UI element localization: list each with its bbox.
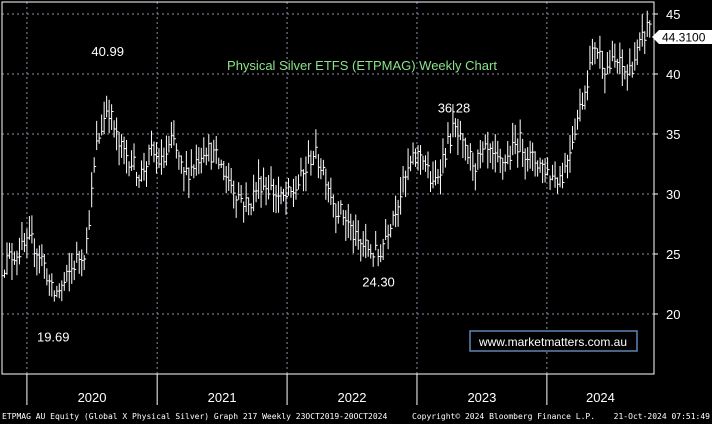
last-value-label: 44.3100 (662, 31, 706, 45)
watermark-box[interactable]: www.marketmatters.com.au (469, 330, 638, 352)
footer-bar: ETPMAG AU Equity (Global X Physical Silv… (2, 412, 710, 421)
last-value-flag: 44.3100 (652, 30, 712, 45)
watermark-border (469, 330, 638, 352)
y-tick-label: 20 (666, 307, 680, 322)
footer-timestamp: 21-Oct-2024 07:51:49 (614, 412, 711, 421)
y-axis-tick-labels: 20 25 30 35 40 45 (654, 7, 680, 322)
y-tick-label: 45 (666, 7, 680, 22)
footer-left-text: ETPMAG AU Equity (Global X Physical Silv… (2, 412, 387, 421)
x-tick-label: 2020 (78, 390, 107, 405)
x-tick-label: 2024 (586, 390, 615, 405)
annotation-label: 36.28 (438, 101, 471, 116)
chart-title: Physical Silver ETFS (ETPMAG) Weekly Cha… (227, 58, 497, 73)
y-tick-label: 30 (666, 187, 680, 202)
y-tick-label: 25 (666, 247, 680, 262)
plot-border (1, 1, 655, 375)
annotation-label: 19.69 (37, 330, 70, 345)
watermark-url[interactable]: www.marketmatters.com.au (478, 335, 627, 349)
annotation-label: 40.99 (91, 44, 124, 59)
y-tick-label: 40 (666, 67, 680, 82)
last-value-pointer (652, 30, 712, 44)
price-bars (1, 10, 652, 302)
annotation-label: 24.30 (362, 274, 395, 289)
x-axis-tick-labels: 2020 2021 2022 2023 2024 (26, 374, 615, 405)
x-tick-label: 2021 (208, 390, 237, 405)
x-tick-label: 2022 (338, 390, 367, 405)
x-tick-label: 2023 (467, 390, 496, 405)
footer-copyright: Copyright© 2024 Bloomberg Finance L.P. (412, 412, 595, 421)
y-tick-label: 35 (666, 127, 680, 142)
price-annotations: 40.99 19.69 24.30 36.28 (37, 44, 470, 345)
